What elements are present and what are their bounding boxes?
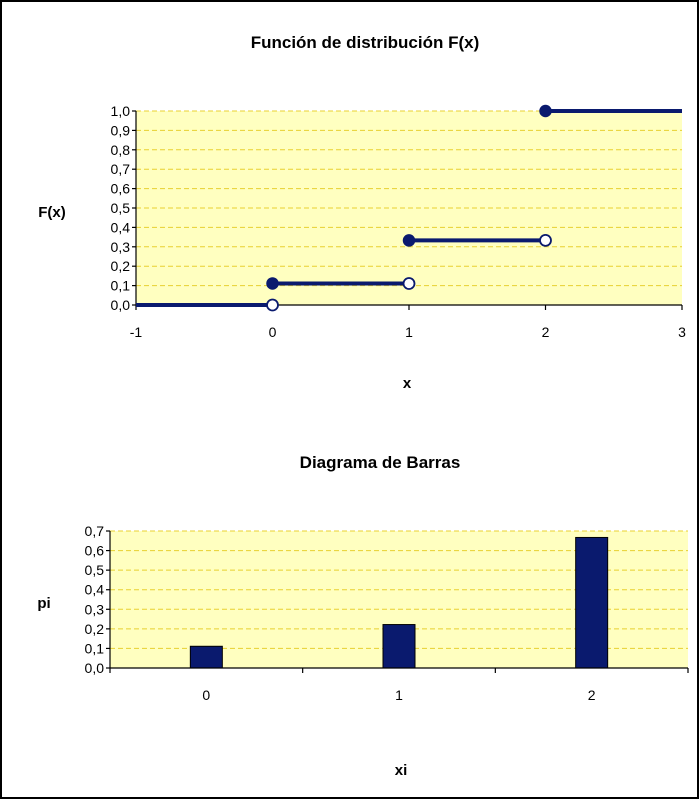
chart1-y-tick-label: 0,5 [111,200,131,216]
bar [189,645,223,669]
chart2-y-tick-label: 0,3 [85,601,105,617]
chart1-x-axis-label: x [403,375,412,392]
chart1-x-tick-label: 3 [678,324,686,340]
chart1-x-tick-labels: -1 0 1 2 3 [130,324,686,340]
chart1-title: Función de distribución F(x) [251,33,480,52]
chart1-y-axis-label: F(x) [38,204,66,221]
distribution-function-chart: Función de distribución F(x) 0,00,10,20,… [38,33,686,392]
chart2-y-tick-label: 0,6 [85,543,105,559]
chart1-y-tick-label: 0,1 [111,278,131,294]
chart2-x-tick-labels: 0 1 2 [202,687,595,703]
chart1-x-tick-label: 0 [269,324,277,340]
chart1-y-tick-label: 0,7 [111,161,131,177]
chart2-y-tick-label: 0,5 [85,562,105,578]
bar [575,536,609,669]
chart2-y-tick-labels: 0,0 0,1 0,2 0,3 0,4 0,5 0,6 0,7 [85,523,105,676]
chart1-y-tick-label: 0,9 [111,122,131,138]
open-point [402,277,416,290]
chart1-y-tick-label: 1,0 [111,103,131,119]
chart2-x-tick-label: 0 [202,687,210,703]
chart1-step-series [136,104,682,312]
open-point [539,233,552,247]
chart2-y-tick-label: 0,4 [85,582,105,598]
chart1-y-tick-label: 0,3 [111,239,131,255]
chart2-title: Diagrama de Barras [300,453,461,472]
chart1-y-tick-label: 0,0 [111,297,131,313]
chart2-x-tick-label: 2 [588,687,596,703]
chart1-x-tick-label: -1 [130,324,143,340]
chart1-y-tick-labels: 0,0 0,1 0,2 0,3 0,4 0,5 0,6 0,7 0,8 0,9 1,0 [111,103,131,313]
chart1-y-tick-label: 0,8 [111,142,131,158]
open-point [266,298,279,312]
closed-point [266,277,279,290]
chart2-bars [189,536,609,669]
chart2-y-tick-label: 0,2 [85,621,105,637]
chart2-axes [106,530,689,673]
closed-point [402,234,416,247]
chart1-x-tick-label: 2 [542,324,550,340]
chart2-y-tick-label: 0,1 [85,640,105,656]
chart2-y-tick-label: 0,0 [85,660,105,676]
bar-diagram-chart: Diagrama de Barras 0,0 0,1 0,2 0,3 0,4 0,5 0,6… [37,453,689,779]
chart2-y-tick-label: 0,7 [85,523,105,539]
chart1-y-tick-label: 0,6 [111,181,131,197]
chart1-y-tick-label: 0,2 [111,258,131,274]
chart2-x-axis-label: xi [395,762,408,779]
closed-point [539,104,552,118]
chart1-gridlines [136,110,682,287]
chart2-y-axis-label: pi [37,595,50,612]
chart1-y-tick-label: 0,4 [111,219,131,235]
chart1-x-tick-label: 1 [405,324,413,340]
chart2-x-tick-label: 1 [395,687,403,703]
bar [382,624,416,669]
